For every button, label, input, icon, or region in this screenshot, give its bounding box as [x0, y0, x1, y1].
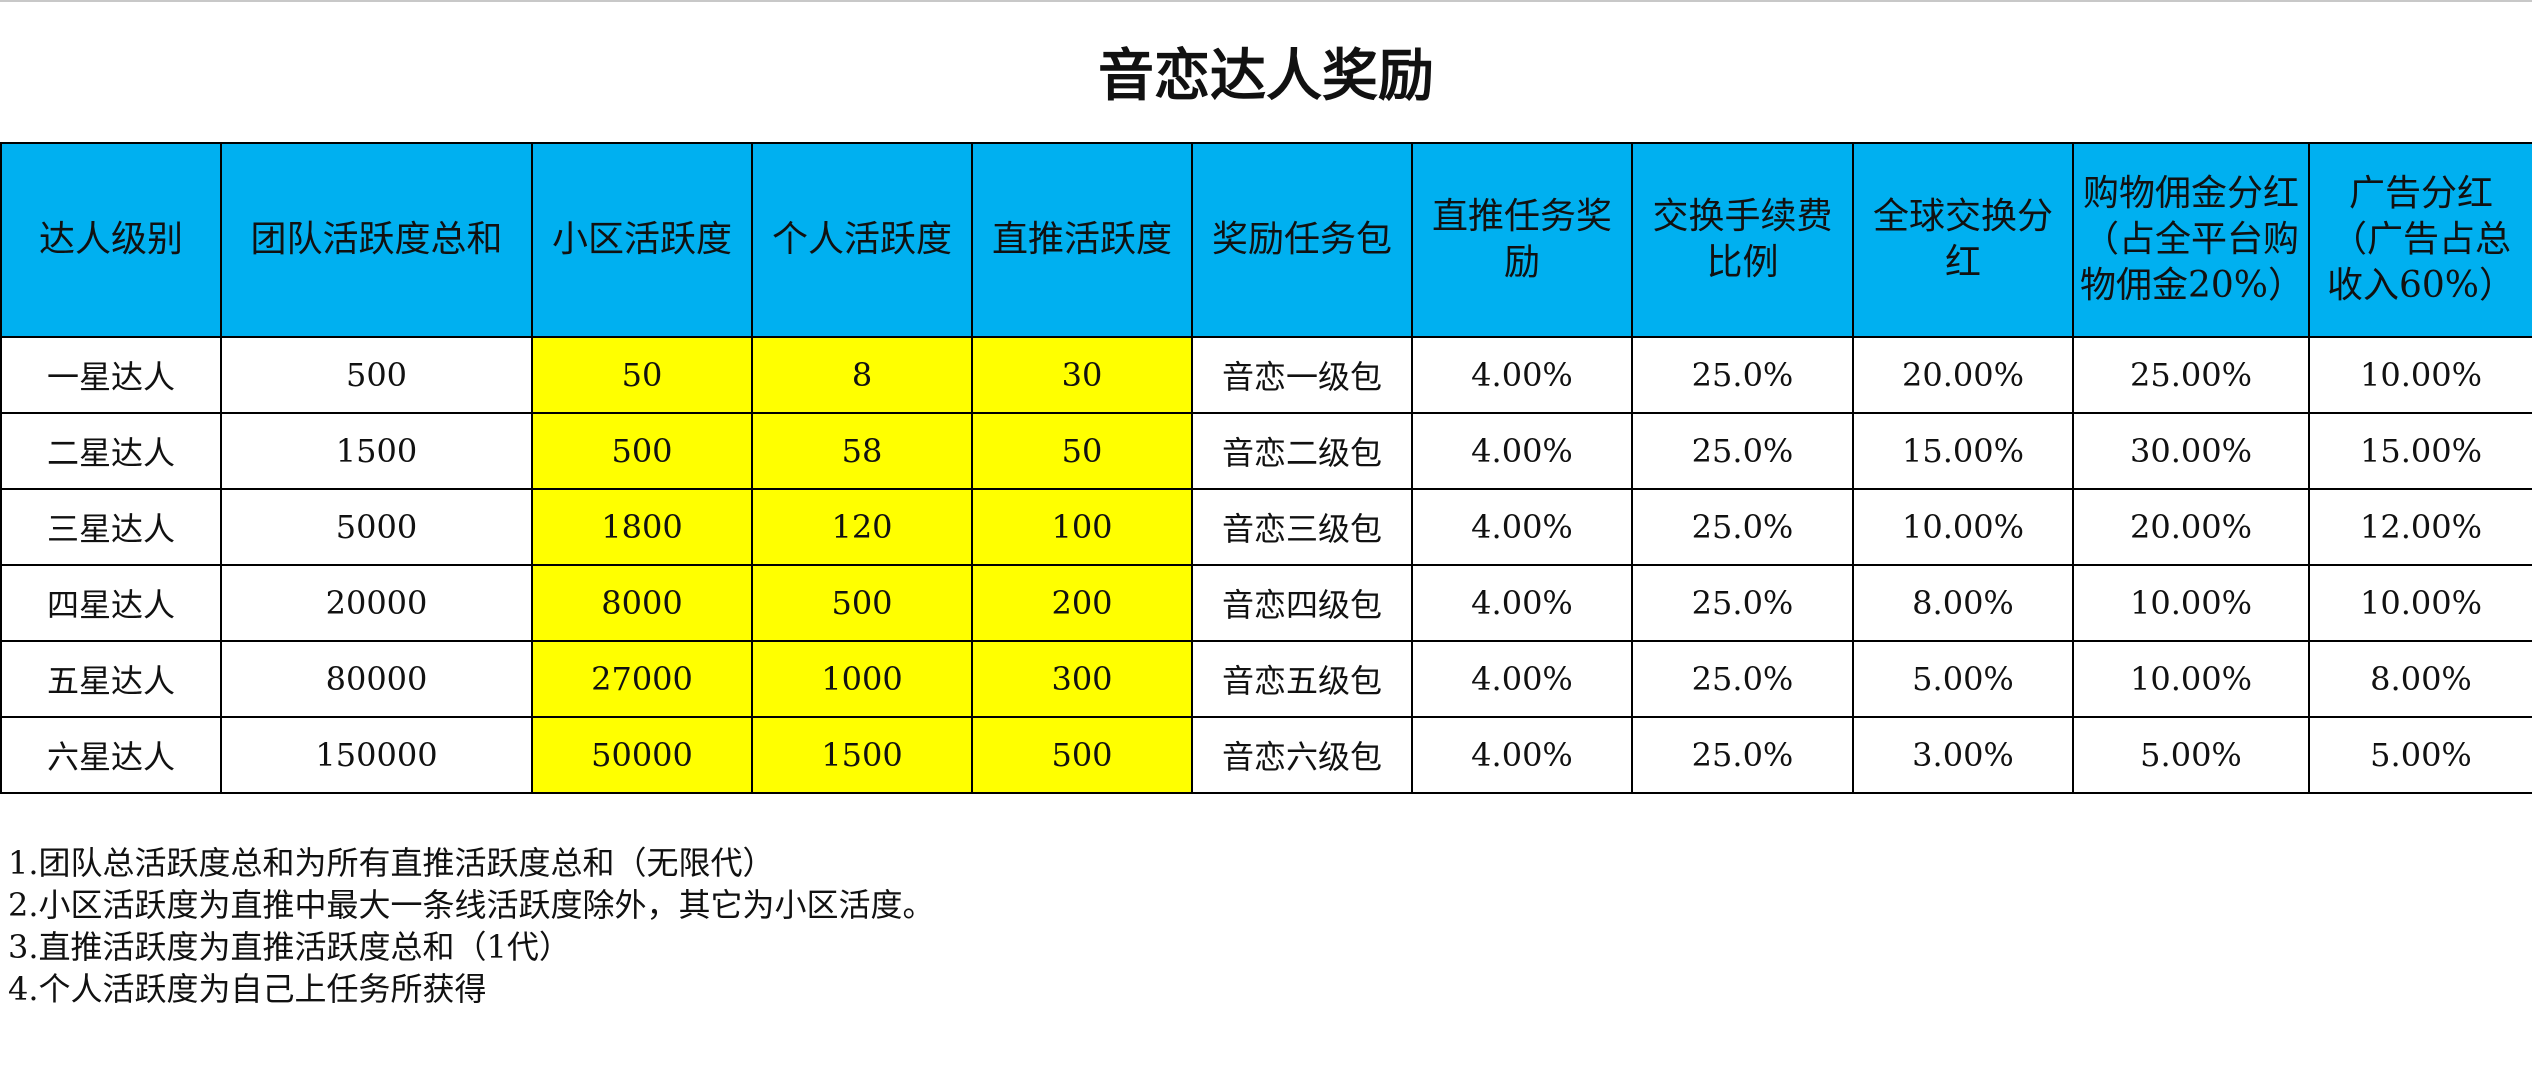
table-cell: 25.0%: [1631, 564, 1854, 642]
table-cell: 12.00%: [2308, 488, 2532, 566]
header-exchange-fee: 交换手续费比例: [1631, 142, 1854, 338]
note-item: 1.团队总活跃度总和为所有直推活跃度总和（无限代）: [8, 844, 775, 882]
table-cell: 10.00%: [1852, 488, 2074, 566]
sheet-top-border: [0, 0, 2532, 2]
table-cell: 25.0%: [1631, 488, 1854, 566]
table-cell: 58: [751, 412, 973, 490]
table-cell: 4.00%: [1411, 412, 1633, 490]
table-cell: 50: [971, 412, 1193, 490]
table-cell: 音恋六级包: [1191, 716, 1413, 794]
table-row: 五星达人 80000 27000 1000 300 音恋五级包 4.00% 25.0% 5.00…: [0, 640, 2532, 718]
table-cell: 8.00%: [1852, 564, 2074, 642]
table-cell: 25.0%: [1631, 412, 1854, 490]
header-team-activity: 团队活跃度总和: [220, 142, 533, 338]
table-cell: 四星达人: [0, 564, 222, 642]
table-cell: 六星达人: [0, 716, 222, 794]
table-row: 一星达人 500 50 8 30 音恋一级包 4.00% 25.0% 20.00% 25.00% 1…: [0, 336, 2532, 414]
table-cell: 音恋二级包: [1191, 412, 1413, 490]
table-cell: 150000: [220, 716, 533, 794]
table-cell: 30: [971, 336, 1193, 414]
table-cell: 500: [220, 336, 533, 414]
table-cell: 4.00%: [1411, 488, 1633, 566]
table-cell: 1000: [751, 640, 973, 718]
note-item: 2.小区活跃度为直推中最大一条线活跃度除外，其它为小区活度。: [8, 886, 935, 924]
notes-section: 1.团队总活跃度总和为所有直推活跃度总和（无限代） 2.小区活跃度为直推中最大一…: [8, 842, 935, 1010]
table-row: 二星达人 1500 500 58 50 音恋二级包 4.00% 25.0% 15.00% 30.0…: [0, 412, 2532, 490]
table-cell: 30.00%: [2072, 412, 2310, 490]
note-item: 3.直推活跃度为直推活跃度总和（1代）: [8, 928, 571, 966]
table-cell: 4.00%: [1411, 640, 1633, 718]
table-cell: 10.00%: [2308, 336, 2532, 414]
table-cell: 300: [971, 640, 1193, 718]
table-cell: 音恋一级包: [1191, 336, 1413, 414]
table-cell: 80000: [220, 640, 533, 718]
table-cell: 10.00%: [2072, 640, 2310, 718]
header-personal-activity: 个人活跃度: [751, 142, 973, 338]
table-cell: 20.00%: [2072, 488, 2310, 566]
table-cell: 50000: [531, 716, 753, 794]
table-cell: 4.00%: [1411, 336, 1633, 414]
reward-table: 达人级别 团队活跃度总和 小区活跃度 个人活跃度 直推活跃度 奖励任务包 直推任…: [0, 142, 2532, 794]
note-item: 4.个人活跃度为自己上任务所获得: [8, 970, 487, 1008]
table-cell: 二星达人: [0, 412, 222, 490]
table-cell: 3.00%: [1852, 716, 2074, 794]
table-cell: 5.00%: [1852, 640, 2074, 718]
header-shopping-commission-dividend: 购物佣金分红（占全平台购物佣金20%）: [2072, 142, 2310, 338]
table-cell: 15.00%: [2308, 412, 2532, 490]
table-cell: 5000: [220, 488, 533, 566]
table-cell: 5.00%: [2308, 716, 2532, 794]
table-cell: 27000: [531, 640, 753, 718]
table-cell: 8000: [531, 564, 753, 642]
table-cell: 1500: [220, 412, 533, 490]
header-level: 达人级别: [0, 142, 222, 338]
header-district-activity: 小区活跃度: [531, 142, 753, 338]
table-cell: 20000: [220, 564, 533, 642]
table-cell: 25.0%: [1631, 716, 1854, 794]
header-global-exchange-dividend: 全球交换分红: [1852, 142, 2074, 338]
table-body: 一星达人 500 50 8 30 音恋一级包 4.00% 25.0% 20.00% 25.00% 1…: [0, 336, 2532, 794]
table-row: 四星达人 20000 8000 500 200 音恋四级包 4.00% 25.0% 8.00% 1…: [0, 564, 2532, 642]
header-ad-dividend: 广告分红（广告占总收入60%）: [2308, 142, 2532, 338]
table-cell: 25.00%: [2072, 336, 2310, 414]
table-cell: 10.00%: [2072, 564, 2310, 642]
table-cell: 25.0%: [1631, 640, 1854, 718]
page-title: 音恋达人奖励: [1098, 42, 1434, 109]
table-cell: 音恋五级包: [1191, 640, 1413, 718]
table-cell: 120: [751, 488, 973, 566]
table-cell: 500: [531, 412, 753, 490]
table-cell: 25.0%: [1631, 336, 1854, 414]
table-cell: 200: [971, 564, 1193, 642]
table-cell: 4.00%: [1411, 716, 1633, 794]
table-cell: 50: [531, 336, 753, 414]
header-direct-activity: 直推活跃度: [971, 142, 1193, 338]
table-cell: 5.00%: [2072, 716, 2310, 794]
table-cell: 1800: [531, 488, 753, 566]
table-cell: 三星达人: [0, 488, 222, 566]
header-task-package: 奖励任务包: [1191, 142, 1413, 338]
table-row: 六星达人 150000 50000 1500 500 音恋六级包 4.00% 25.0% 3.0…: [0, 716, 2532, 794]
table-cell: 8: [751, 336, 973, 414]
table-cell: 15.00%: [1852, 412, 2074, 490]
table-cell: 500: [751, 564, 973, 642]
table-cell: 10.00%: [2308, 564, 2532, 642]
table-cell: 音恋三级包: [1191, 488, 1413, 566]
table-cell: 音恋四级包: [1191, 564, 1413, 642]
table-cell: 一星达人: [0, 336, 222, 414]
table-cell: 500: [971, 716, 1193, 794]
table-cell: 100: [971, 488, 1193, 566]
table-cell: 4.00%: [1411, 564, 1633, 642]
table-cell: 1500: [751, 716, 973, 794]
table-cell: 五星达人: [0, 640, 222, 718]
header-direct-task-reward: 直推任务奖励: [1411, 142, 1633, 338]
table-row: 三星达人 5000 1800 120 100 音恋三级包 4.00% 25.0% 10.00% 2…: [0, 488, 2532, 566]
table-cell: 20.00%: [1852, 336, 2074, 414]
table-header-row: 达人级别 团队活跃度总和 小区活跃度 个人活跃度 直推活跃度 奖励任务包 直推任…: [0, 142, 2532, 338]
table-cell: 8.00%: [2308, 640, 2532, 718]
